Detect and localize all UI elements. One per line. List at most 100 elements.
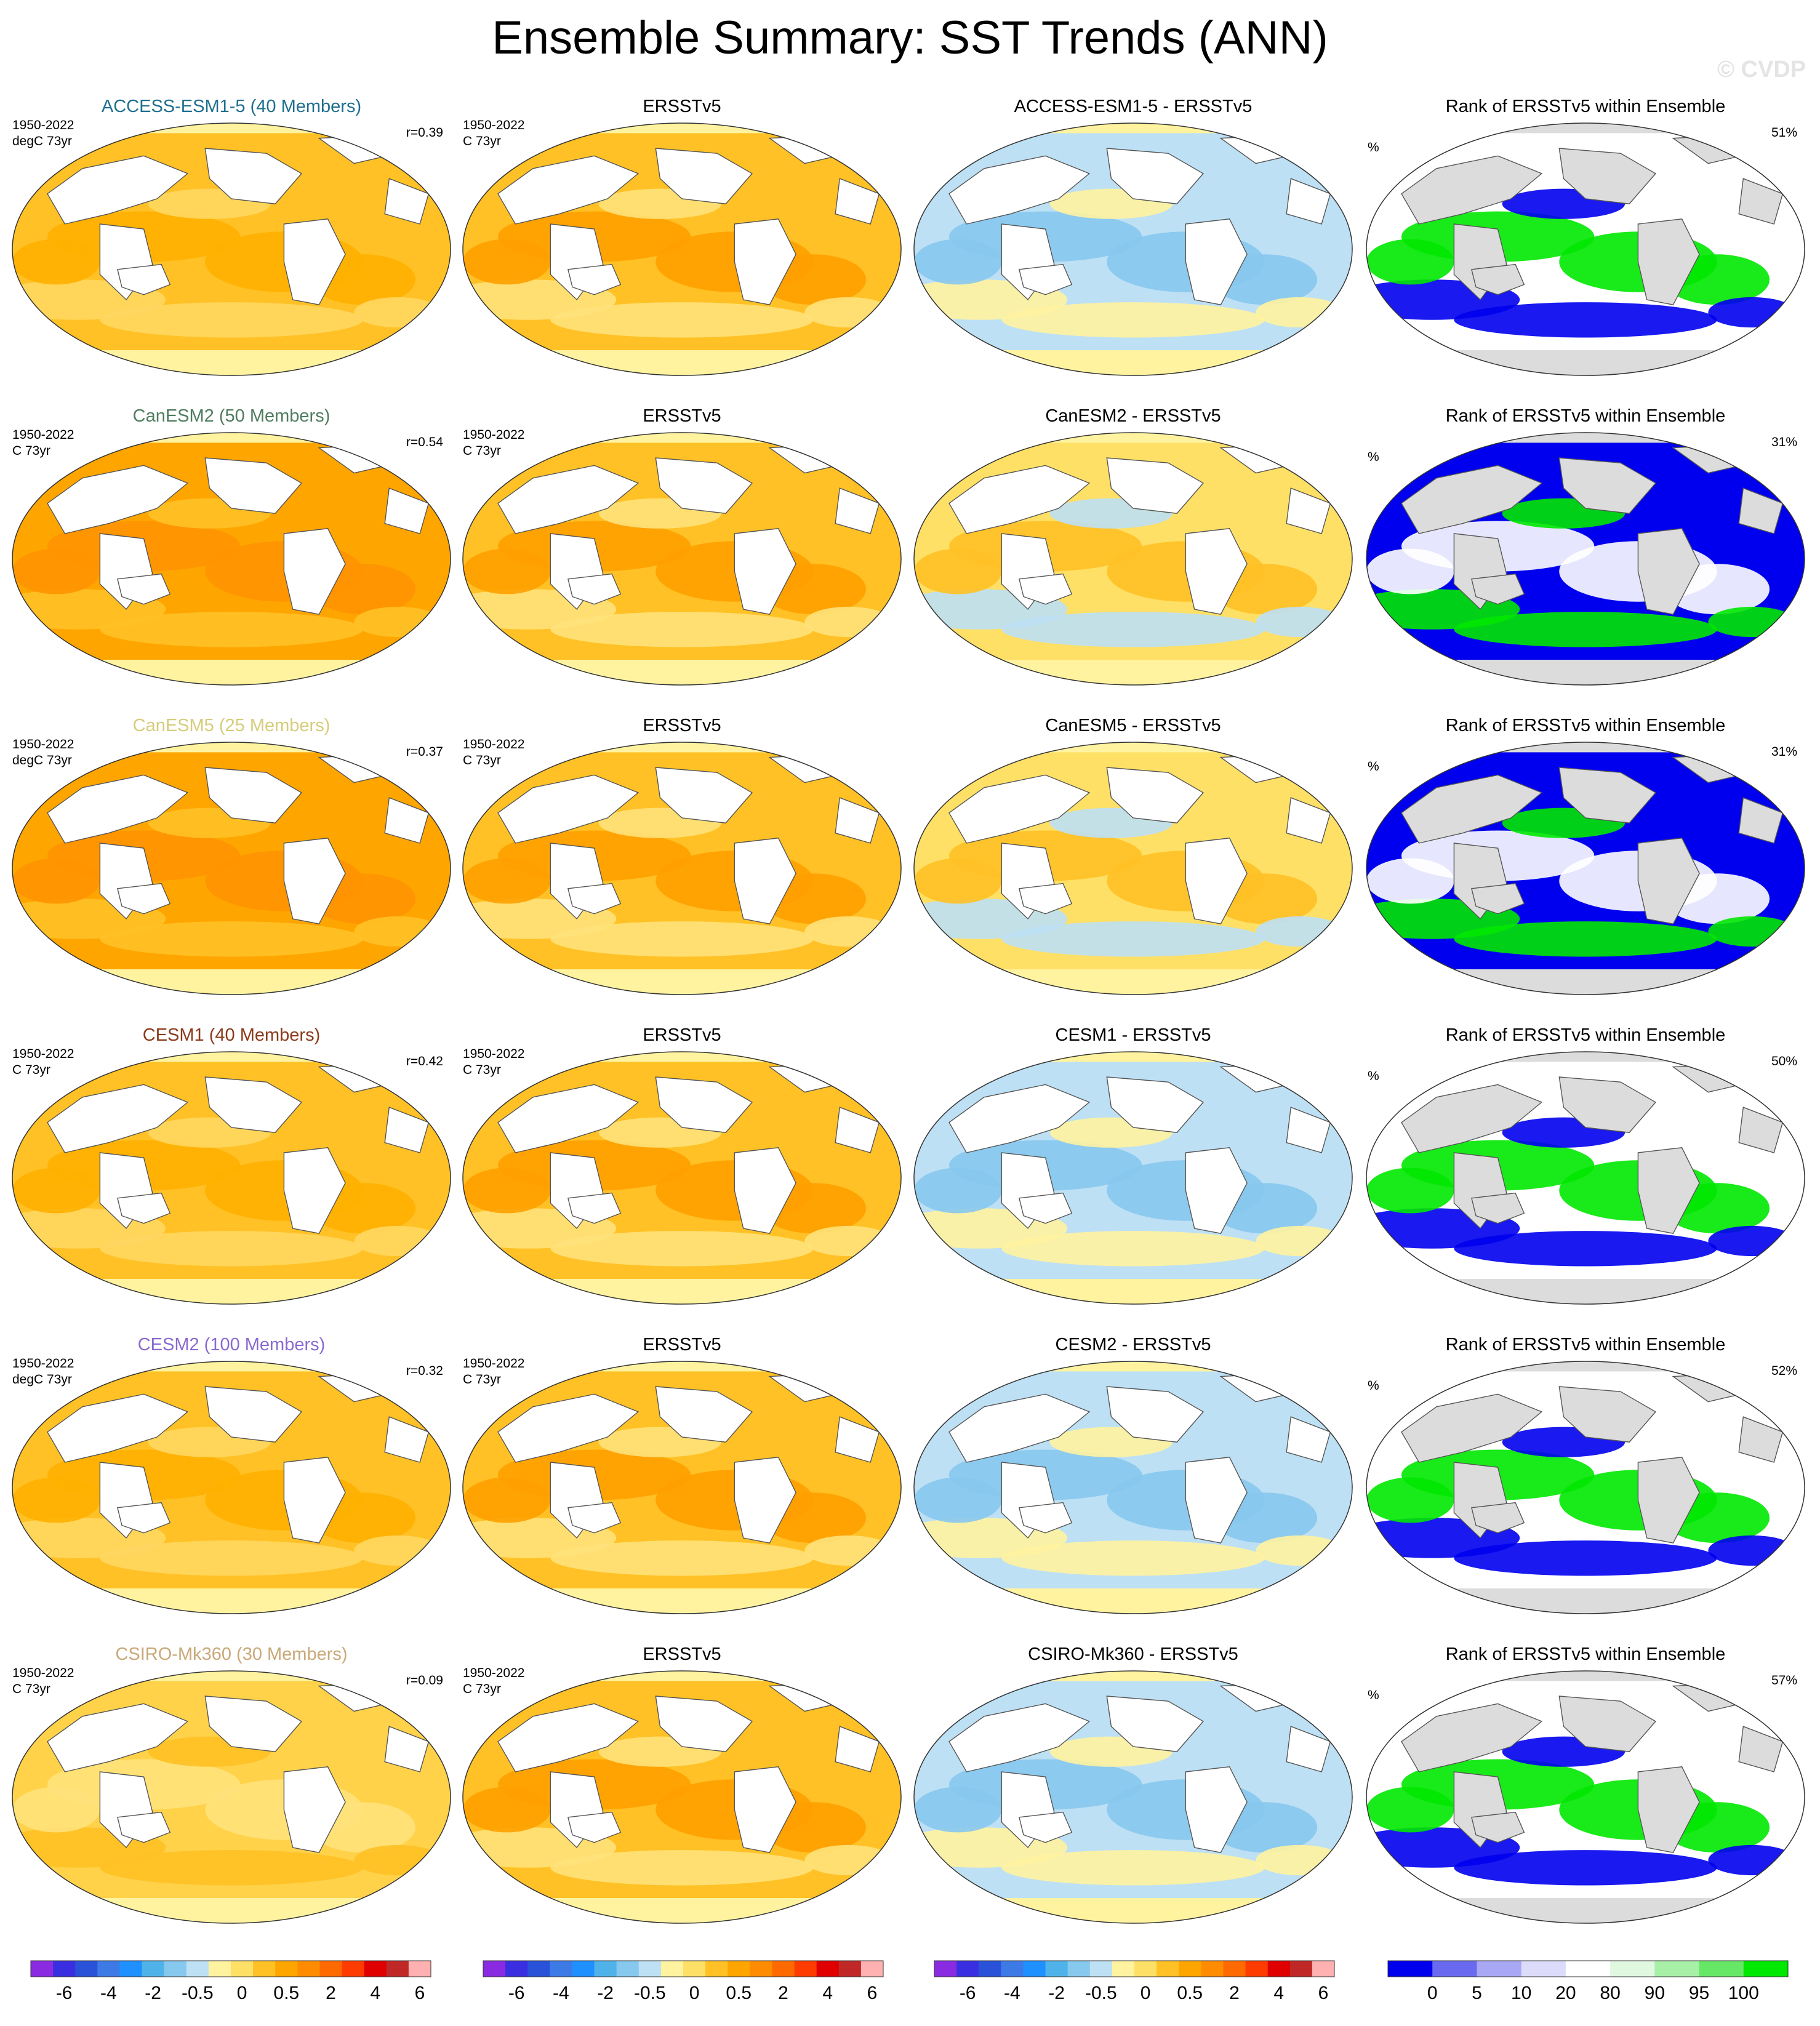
continent: [655, 148, 753, 204]
colorbar-tick-label: 0: [1427, 1983, 1438, 2003]
polar-strip: [12, 1052, 451, 1062]
colorbar-swatch: [75, 1961, 98, 1977]
rank-unit-label: %: [1368, 450, 1379, 464]
model-panel-title: CanESM2 (50 Members): [133, 406, 331, 426]
colorbar-tick-label: 6: [1318, 1983, 1329, 2003]
continent: [734, 528, 796, 615]
obs-panel-title: ERSSTv5: [643, 1025, 721, 1045]
continent: [655, 767, 753, 823]
continent: [1738, 1416, 1784, 1463]
units-label: C 73yr: [12, 444, 50, 458]
continent: [1019, 263, 1073, 295]
colorbar-tick-label: -0.5: [182, 1983, 214, 2003]
colorbar-swatch: [1157, 1961, 1179, 1977]
colorbar-swatch: [838, 1961, 862, 1977]
colorbar-tick-label: -2: [1048, 1983, 1065, 2003]
colorbar-frame: [30, 1960, 431, 1977]
polar-strip: [914, 1898, 1352, 1923]
colorbar-swatch: [1223, 1961, 1246, 1977]
continent: [835, 1107, 880, 1153]
continent: [948, 1084, 1091, 1153]
continent: [117, 883, 171, 915]
continent: [384, 1416, 430, 1463]
trend-colorbar: -6 -4 -2 -0.5 0 0.5 2 4 6: [934, 1960, 1335, 2003]
trend-region: [804, 606, 892, 638]
map-frame: [462, 1670, 902, 1924]
polar-strip: [463, 1279, 901, 1304]
colorbar-tick-label: 4: [1273, 1983, 1284, 2003]
continent: [384, 178, 430, 225]
units-label: C 73yr: [463, 134, 501, 148]
colorbar-swatch: [1001, 1961, 1024, 1977]
trend-region: [100, 921, 363, 957]
colorbar-swatch: [527, 1961, 550, 1977]
continent: [567, 883, 622, 915]
continent: [1471, 1811, 1525, 1843]
continent: [497, 155, 639, 225]
trend-region: [1454, 1231, 1717, 1267]
colorbar-swatch: [231, 1961, 254, 1977]
polar-strip: [1366, 350, 1805, 375]
continent: [283, 218, 346, 305]
trend-region: [1366, 1787, 1454, 1833]
figure-title: Ensemble Summary: SST Trends (ANN): [492, 12, 1328, 64]
polar-strip: [1366, 1898, 1805, 1923]
continent: [567, 573, 622, 605]
colorbar-swatch: [750, 1961, 772, 1977]
map-fill: [463, 1052, 901, 1304]
colorbar-swatch: [860, 1961, 884, 1977]
map-fill: [1366, 433, 1805, 685]
period-label: 1950-2022: [463, 1047, 524, 1061]
trend-region: [1256, 916, 1344, 947]
trend-region: [914, 1787, 1002, 1833]
colorbar-swatch: [208, 1961, 231, 1977]
watermark: © CVDP: [1717, 57, 1806, 82]
trend-region: [1256, 606, 1344, 638]
continent: [1019, 573, 1073, 605]
map-fill: [463, 123, 901, 375]
map-frame: [12, 742, 451, 995]
polar-strip: [914, 433, 1352, 443]
polar-strip: [463, 433, 901, 443]
continent: [1019, 1811, 1073, 1843]
trend-region: [914, 548, 1002, 595]
colorbar-tick-label: 10: [1511, 1983, 1531, 2003]
continent: [47, 774, 189, 844]
colorbar-tick-label: -6: [508, 1983, 525, 2003]
continent: [204, 1386, 302, 1443]
continent: [655, 1386, 753, 1443]
colorbar-swatch: [1312, 1961, 1335, 1977]
continent: [1558, 457, 1656, 514]
colorbar-tick-label: 4: [822, 1983, 833, 2003]
trend-region: [1256, 1535, 1344, 1566]
colorbar-tick-label: 4: [370, 1983, 380, 2003]
continent: [204, 767, 302, 823]
continent: [1286, 178, 1331, 225]
continent: [1558, 767, 1656, 823]
colorbar-swatch: [1477, 1961, 1522, 1977]
trend-region: [1708, 606, 1796, 638]
trend-region: [804, 916, 892, 947]
pattern-correlation: r=0.42: [406, 1054, 443, 1068]
continent: [835, 797, 880, 844]
obs-panel-title: ERSSTv5: [643, 1335, 721, 1355]
period-label: 1950-2022: [12, 118, 74, 132]
continent: [1106, 457, 1204, 514]
model-panel-title: CESM2 (100 Members): [138, 1335, 326, 1355]
trend-region: [100, 1540, 363, 1576]
colorbar-swatch: [728, 1961, 750, 1977]
colorbar-swatch: [572, 1961, 595, 1977]
colorbar-swatch: [1388, 1961, 1433, 1977]
map-frame: [12, 1670, 451, 1924]
continent: [1286, 487, 1331, 534]
map-frame: [462, 742, 902, 995]
trend-region: [550, 1540, 814, 1576]
continent: [1185, 528, 1248, 615]
rank-colorbar: 0 5 10 20 80 90 95 100: [1387, 1960, 1789, 2003]
trend-region: [12, 548, 100, 595]
map-frame: [1366, 1670, 1805, 1924]
trend-region: [550, 921, 814, 957]
colorbar-tick-label: -6: [960, 1983, 976, 2003]
map-fill: [1366, 1671, 1805, 1923]
continent: [1185, 838, 1248, 924]
